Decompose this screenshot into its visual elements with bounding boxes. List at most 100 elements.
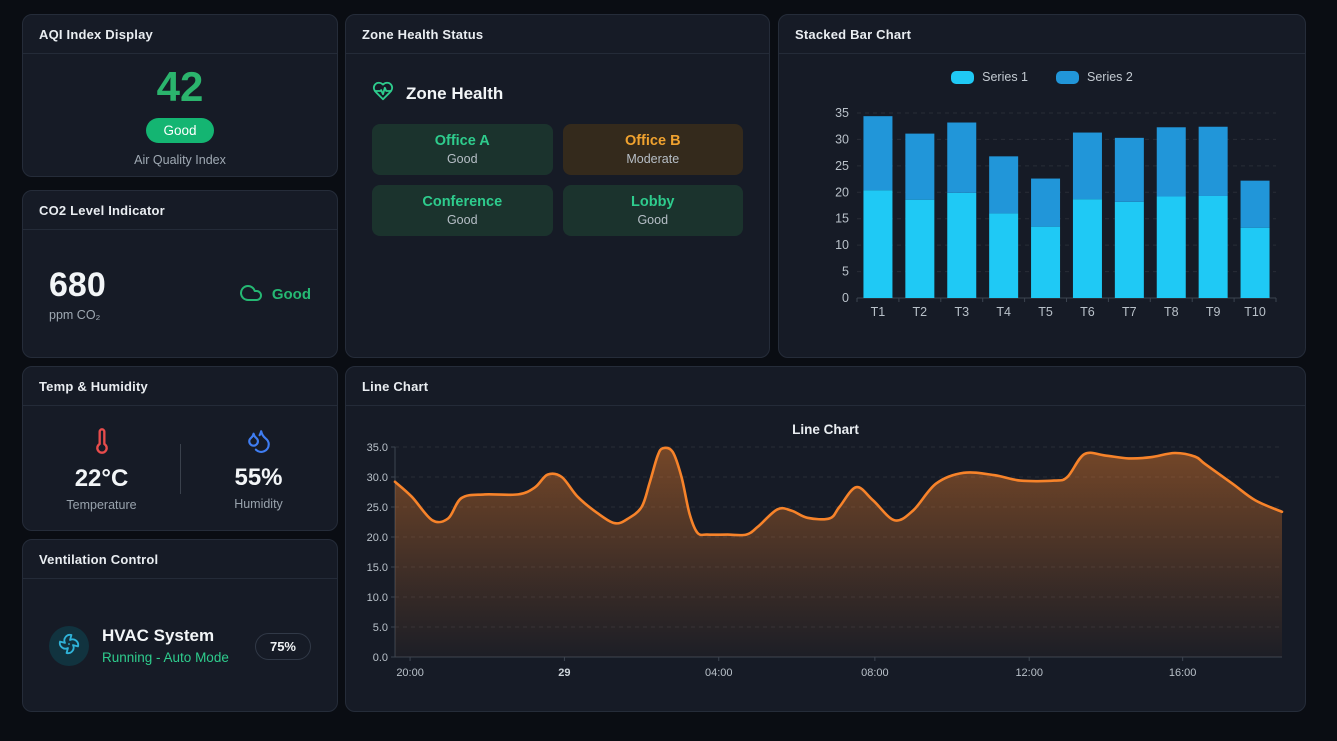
y-axis-label: 5.0 bbox=[373, 622, 388, 634]
zone-heading-label: Zone Health bbox=[406, 84, 503, 104]
vent-level-badge: 75% bbox=[255, 633, 311, 660]
y-axis-label: 20.0 bbox=[367, 532, 388, 544]
bar-segment-series2 bbox=[1073, 133, 1102, 200]
x-axis-label: T6 bbox=[1080, 305, 1095, 319]
bar-segment-series2 bbox=[905, 134, 934, 200]
zone-tile-status: Good bbox=[447, 152, 478, 166]
bar-segment-series2 bbox=[947, 123, 976, 193]
cloud-icon bbox=[239, 281, 263, 309]
divider bbox=[180, 444, 181, 494]
x-axis-label: T3 bbox=[954, 305, 969, 319]
panel-co2-body: 680 ppm CO₂ Good bbox=[23, 230, 337, 358]
stacked-bar-chart-svg: 05101520253035T1T2T3T4T5T6T7T8T9T10 bbox=[779, 85, 1305, 330]
zone-tile-office-b: Office B Moderate bbox=[563, 124, 744, 175]
co2-unit: ppm CO₂ bbox=[49, 308, 106, 322]
x-axis-label: T10 bbox=[1244, 305, 1266, 319]
panel-line-title: Line Chart bbox=[362, 379, 428, 394]
x-axis-label: 12:00 bbox=[1015, 667, 1043, 679]
x-axis-label: 08:00 bbox=[861, 667, 889, 679]
vent-text: HVAC System Running - Auto Mode bbox=[102, 627, 229, 665]
legend-label-series2: Series 2 bbox=[1087, 70, 1133, 84]
bar-segment-series1 bbox=[1157, 197, 1186, 298]
co2-value: 680 bbox=[49, 268, 106, 302]
vent-system-name: HVAC System bbox=[102, 627, 229, 646]
panel-line-body: Line Chart 0.05.010.015.020.025.030.035.… bbox=[346, 406, 1305, 712]
x-axis-label: T8 bbox=[1164, 305, 1179, 319]
zone-tile-name: Office B bbox=[625, 133, 681, 149]
aqi-status-badge: Good bbox=[146, 118, 213, 143]
panel-vent-body: HVAC System Running - Auto Mode 75% bbox=[23, 579, 337, 712]
bar-segment-series1 bbox=[1241, 228, 1270, 298]
bar-segment-series2 bbox=[1199, 127, 1228, 196]
bar-segment-series1 bbox=[989, 213, 1018, 298]
y-axis-label: 0.0 bbox=[373, 652, 388, 664]
legend-item-series2[interactable]: Series 2 bbox=[1056, 69, 1133, 85]
humidity-block: 55% Humidity bbox=[180, 406, 337, 531]
panel-zone-body: Zone Health Office A Good Office B Moder… bbox=[346, 54, 769, 236]
panel-vent-title: Ventilation Control bbox=[39, 552, 158, 567]
panel-bar-body: Series 1 Series 2 05101520253035T1T2T3T4… bbox=[779, 69, 1305, 335]
y-axis-label: 15 bbox=[835, 212, 849, 226]
panel-aqi-title: AQI Index Display bbox=[39, 27, 153, 42]
zone-tile-lobby: Lobby Good bbox=[563, 185, 744, 236]
co2-status-label: Good bbox=[272, 286, 311, 303]
humidity-label: Humidity bbox=[234, 497, 283, 511]
legend-item-series1[interactable]: Series 1 bbox=[951, 69, 1028, 85]
zone-tile-name: Lobby bbox=[631, 194, 675, 210]
bar-segment-series1 bbox=[1031, 227, 1060, 298]
co2-status: Good bbox=[239, 281, 311, 309]
panel-aqi: AQI Index Display 42 Good Air Quality In… bbox=[22, 14, 338, 177]
panel-co2-header: CO2 Level Indicator bbox=[23, 191, 337, 230]
bar-segment-series2 bbox=[1241, 181, 1270, 228]
x-axis-label: 20:00 bbox=[396, 667, 424, 679]
x-axis-label: T9 bbox=[1206, 305, 1221, 319]
zone-tiles: Office A Good Office B Moderate Conferen… bbox=[372, 124, 743, 236]
bar-segment-series2 bbox=[1031, 179, 1060, 227]
x-axis-label: 29 bbox=[558, 667, 570, 679]
bar-segment-series1 bbox=[863, 190, 892, 298]
humidity-value: 55% bbox=[234, 466, 282, 490]
aqi-value: 42 bbox=[157, 66, 204, 108]
bar-segment-series1 bbox=[1115, 202, 1144, 298]
x-axis-label: T7 bbox=[1122, 305, 1137, 319]
thermometer-icon bbox=[88, 427, 116, 460]
bar-segment-series1 bbox=[905, 200, 934, 298]
panel-zone-header: Zone Health Status bbox=[346, 15, 769, 54]
y-axis-label: 5 bbox=[842, 265, 849, 279]
panel-temp-header: Temp & Humidity bbox=[23, 367, 337, 406]
panel-co2: CO2 Level Indicator 680 ppm CO₂ Good bbox=[22, 190, 338, 358]
bar-segment-series2 bbox=[989, 156, 1018, 213]
y-axis-label: 25 bbox=[835, 159, 849, 173]
panel-line-header: Line Chart bbox=[346, 367, 1305, 406]
panel-line-chart: Line Chart Line Chart 0.05.010.015.020.0… bbox=[345, 366, 1306, 712]
zone-tile-conference: Conference Good bbox=[372, 185, 553, 236]
panel-temp-humidity: Temp & Humidity 22°C Temperature bbox=[22, 366, 338, 531]
line-chart-svg: 0.05.010.015.020.025.030.035.020:002904:… bbox=[346, 406, 1305, 712]
bar-segment-series1 bbox=[1199, 196, 1228, 298]
panel-aqi-body: 42 Good Air Quality Index bbox=[23, 54, 337, 177]
temperature-block: 22°C Temperature bbox=[23, 406, 180, 531]
panel-co2-title: CO2 Level Indicator bbox=[39, 203, 165, 218]
zone-tile-status: Good bbox=[637, 213, 668, 227]
droplets-icon bbox=[246, 428, 272, 459]
y-axis-label: 20 bbox=[835, 185, 849, 199]
temperature-value: 22°C bbox=[75, 467, 129, 491]
bar-segment-series2 bbox=[1115, 138, 1144, 202]
panel-temp-title: Temp & Humidity bbox=[39, 379, 148, 394]
panel-bar-header: Stacked Bar Chart bbox=[779, 15, 1305, 54]
legend-label-series1: Series 1 bbox=[982, 70, 1028, 84]
zone-tile-status: Moderate bbox=[626, 152, 679, 166]
dashboard: AQI Index Display 42 Good Air Quality In… bbox=[0, 0, 1337, 741]
zone-tile-office-a: Office A Good bbox=[372, 124, 553, 175]
y-axis-label: 30 bbox=[835, 132, 849, 146]
bar-segment-series1 bbox=[1073, 199, 1102, 298]
zone-tile-name: Office A bbox=[435, 133, 490, 149]
x-axis-label: T4 bbox=[996, 305, 1011, 319]
legend-swatch-series1 bbox=[951, 71, 974, 84]
y-axis-label: 0 bbox=[842, 291, 849, 305]
stacked-bar-chart: 05101520253035T1T2T3T4T5T6T7T8T9T10 bbox=[779, 85, 1305, 335]
x-axis-label: 04:00 bbox=[705, 667, 733, 679]
panel-temp-body: 22°C Temperature 55% Humidity bbox=[23, 406, 337, 531]
area-fill bbox=[395, 448, 1282, 657]
x-axis-label: T2 bbox=[913, 305, 928, 319]
